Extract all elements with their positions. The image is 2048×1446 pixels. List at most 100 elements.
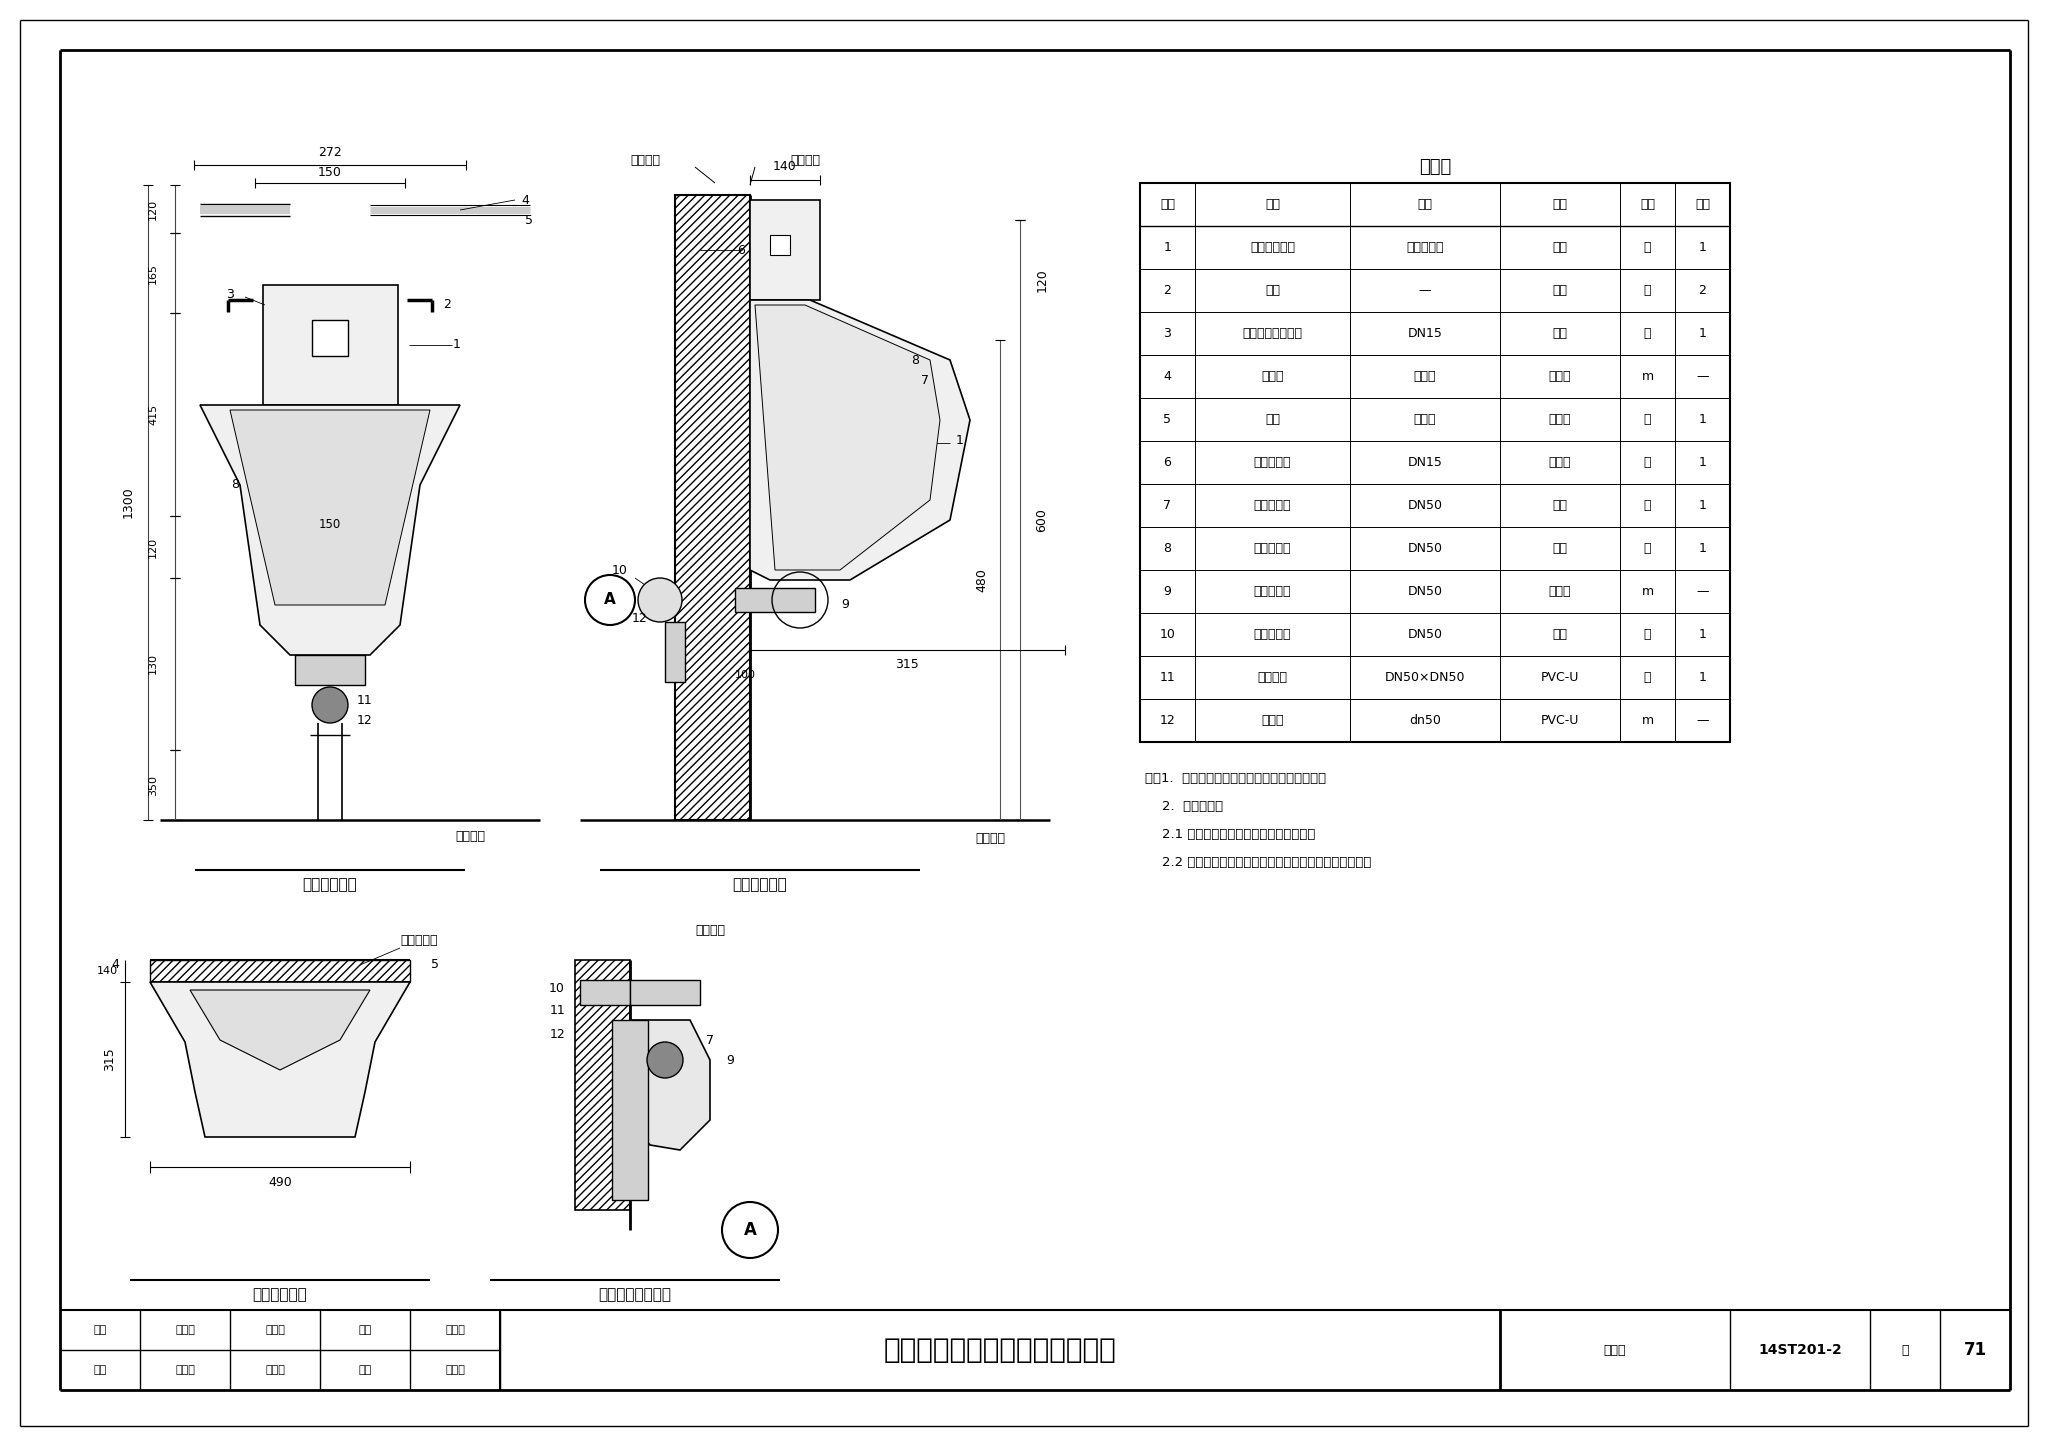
Circle shape xyxy=(647,1043,682,1079)
Text: 4: 4 xyxy=(1163,370,1171,383)
Text: 个: 个 xyxy=(1645,542,1651,555)
Text: 1: 1 xyxy=(1698,327,1706,340)
Text: 6: 6 xyxy=(1163,455,1171,469)
Text: 315: 315 xyxy=(104,1047,117,1071)
Polygon shape xyxy=(201,405,461,655)
Text: 120: 120 xyxy=(1036,268,1049,292)
Text: 单位: 单位 xyxy=(1640,198,1655,211)
Text: 140: 140 xyxy=(774,161,797,174)
Polygon shape xyxy=(190,991,371,1070)
Text: 1: 1 xyxy=(1698,455,1706,469)
Text: 1: 1 xyxy=(1163,241,1171,254)
Text: 12: 12 xyxy=(356,713,373,726)
Text: 校对: 校对 xyxy=(94,1365,106,1375)
Polygon shape xyxy=(750,299,971,580)
Text: 小便器背面: 小便器背面 xyxy=(399,934,438,947)
Text: 7: 7 xyxy=(922,373,930,386)
Text: 1: 1 xyxy=(1698,542,1706,555)
Text: 排水管: 排水管 xyxy=(1262,714,1284,727)
Text: 个: 个 xyxy=(1645,671,1651,684)
Text: 10: 10 xyxy=(612,564,629,577)
Text: 个: 个 xyxy=(1645,283,1651,296)
Text: 5: 5 xyxy=(1163,414,1171,427)
Text: 480: 480 xyxy=(975,568,989,591)
Text: 小便器排水接口图: 小便器排水接口图 xyxy=(598,1287,672,1303)
Text: 个: 个 xyxy=(1645,455,1651,469)
Text: 7: 7 xyxy=(707,1034,715,1047)
Text: DN50×DN50: DN50×DN50 xyxy=(1384,671,1464,684)
Text: 完成墙面: 完成墙面 xyxy=(694,924,725,937)
Text: 1: 1 xyxy=(1698,671,1706,684)
Text: 6: 6 xyxy=(737,243,745,256)
Text: A: A xyxy=(604,593,616,607)
Bar xyxy=(1141,184,1731,742)
Text: 冷水管: 冷水管 xyxy=(1262,370,1284,383)
Text: m: m xyxy=(1640,586,1653,599)
Text: 71: 71 xyxy=(1964,1340,1987,1359)
Text: 按设计: 按设计 xyxy=(1548,455,1571,469)
Text: 9: 9 xyxy=(1163,586,1171,599)
Text: A: A xyxy=(743,1220,756,1239)
Text: 5: 5 xyxy=(430,959,438,972)
Text: 5: 5 xyxy=(524,214,532,227)
Text: 按设计: 按设计 xyxy=(1548,414,1571,427)
Text: 郑俊刚: 郑俊刚 xyxy=(264,1325,285,1335)
Text: 杨树信: 杨树信 xyxy=(444,1325,465,1335)
Text: 壁挂式小便器: 壁挂式小便器 xyxy=(1249,241,1294,254)
Polygon shape xyxy=(756,305,940,570)
Text: 小便器平面图: 小便器平面图 xyxy=(252,1287,307,1303)
Text: 名称: 名称 xyxy=(1266,198,1280,211)
Text: 150: 150 xyxy=(319,519,342,532)
Bar xyxy=(575,960,631,1210)
Text: 陶瓷: 陶瓷 xyxy=(1552,241,1567,254)
Text: 2.  安装步骤：: 2. 安装步骤： xyxy=(1145,800,1223,813)
Text: 规格: 规格 xyxy=(1417,198,1432,211)
Text: 2.2 将小便器对准法兰盘和固定螺栓后，安装在挂钩上。: 2.2 将小便器对准法兰盘和固定螺栓后，安装在挂钩上。 xyxy=(1145,856,1372,869)
Text: 11: 11 xyxy=(1159,671,1176,684)
Text: 120: 120 xyxy=(147,536,158,558)
Text: 120: 120 xyxy=(147,198,158,220)
Text: 三通: 三通 xyxy=(1266,414,1280,427)
Text: —: — xyxy=(1696,586,1708,599)
Text: 4: 4 xyxy=(111,959,119,972)
Text: 10: 10 xyxy=(1159,628,1176,641)
Text: 材料: 材料 xyxy=(1552,198,1567,211)
Text: 柏树信: 柏树信 xyxy=(264,1365,285,1375)
Text: 按设计: 按设计 xyxy=(1548,370,1571,383)
Text: 1300: 1300 xyxy=(121,487,135,518)
Text: 个: 个 xyxy=(1645,414,1651,427)
Text: 橡胶密封圈: 橡胶密封圈 xyxy=(1253,499,1290,512)
Text: 14ST201-2: 14ST201-2 xyxy=(1757,1343,1841,1356)
Text: 8: 8 xyxy=(1163,542,1171,555)
Bar xyxy=(612,1019,647,1200)
Text: 1: 1 xyxy=(1698,628,1706,641)
Text: 10: 10 xyxy=(549,982,565,995)
Text: 内螺纹弯头: 内螺纹弯头 xyxy=(1253,628,1290,641)
Text: 自动感应一体壁挂式小便器安装: 自动感应一体壁挂式小便器安装 xyxy=(883,1336,1116,1364)
Text: 挂钩: 挂钩 xyxy=(1266,283,1280,296)
Text: 橡胶: 橡胶 xyxy=(1552,499,1567,512)
Polygon shape xyxy=(631,1019,711,1150)
Text: 1: 1 xyxy=(956,434,965,447)
Text: 12: 12 xyxy=(633,612,647,625)
Text: 3: 3 xyxy=(1163,327,1171,340)
Text: 配套: 配套 xyxy=(1552,283,1567,296)
Text: 按设计: 按设计 xyxy=(1413,370,1436,383)
Text: 2: 2 xyxy=(1698,283,1706,296)
Text: 图集号: 图集号 xyxy=(1604,1343,1626,1356)
Circle shape xyxy=(723,1202,778,1258)
Text: —: — xyxy=(1696,370,1708,383)
Text: 11: 11 xyxy=(549,1004,565,1017)
Bar xyxy=(631,980,700,1005)
Text: DN50: DN50 xyxy=(1407,628,1442,641)
Text: 内螺纹弯头: 内螺纹弯头 xyxy=(1253,455,1290,469)
Text: 金属: 金属 xyxy=(1552,628,1567,641)
Text: —: — xyxy=(1696,714,1708,727)
Text: 165: 165 xyxy=(147,263,158,283)
Text: 3: 3 xyxy=(225,289,233,302)
Text: DN50: DN50 xyxy=(1407,586,1442,599)
Text: 页: 页 xyxy=(1901,1343,1909,1356)
Text: 个: 个 xyxy=(1645,628,1651,641)
Text: 100: 100 xyxy=(735,669,756,680)
Bar xyxy=(311,320,348,356)
